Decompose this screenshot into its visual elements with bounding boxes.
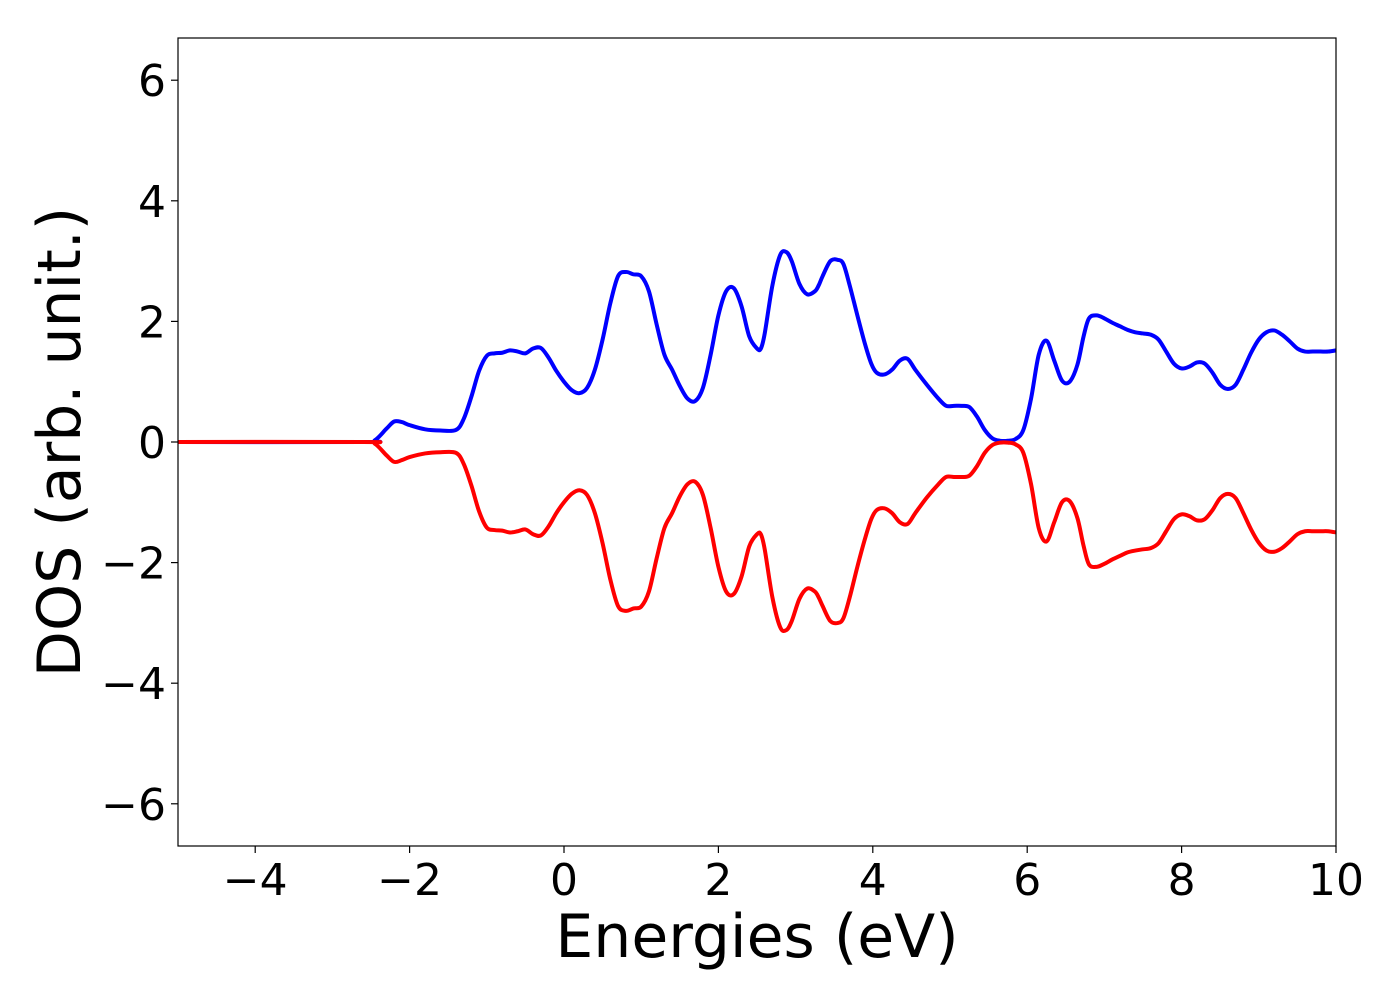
x-tick-label: −4 [223,855,288,906]
x-tick-label: 0 [550,855,578,906]
series-layer [177,249,1337,634]
y-tick-label: −6 [101,780,166,831]
series-line-1 [177,439,1337,634]
y-tick-label: 0 [138,418,166,469]
y-tick-label: −2 [101,539,166,590]
y-axis-ticks: −6 −4 −2 0 2 4 6 [101,56,178,831]
y-tick-label: 2 [138,297,166,348]
x-tick-label: 8 [1168,855,1196,906]
y-tick-label: 4 [138,177,166,228]
x-axis-title: Energies (eV) [555,902,958,972]
x-tick-label: 6 [1013,855,1041,906]
x-tick-label: 2 [704,855,732,906]
y-axis-title: DOS (arb. unit.) [25,207,95,677]
x-axis-ticks: −4 −2 0 2 4 6 8 10 [223,846,1364,906]
x-tick-label: 4 [859,855,887,906]
series-line-0 [177,249,1337,445]
y-tick-label: 6 [138,56,166,107]
x-tick-label: −2 [377,855,442,906]
x-tick-label: 10 [1308,855,1364,906]
y-tick-label: −4 [101,659,166,710]
plot-area [177,37,1337,847]
